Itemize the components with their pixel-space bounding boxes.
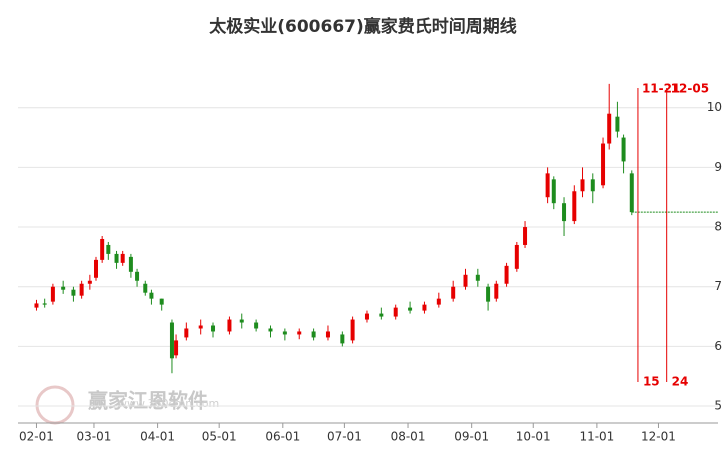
candle-body xyxy=(514,244,519,269)
candle-body xyxy=(159,298,164,305)
candle-body xyxy=(114,253,119,263)
x-tick-label: 05-01 xyxy=(202,430,237,444)
candle-body xyxy=(79,283,84,296)
candle-body xyxy=(562,203,567,222)
candle-body xyxy=(486,286,491,302)
candle-body xyxy=(451,286,456,299)
candle-body xyxy=(120,253,125,263)
candle-body xyxy=(50,286,55,302)
candle-body xyxy=(408,307,413,311)
cycle-count: 24 xyxy=(672,375,689,389)
candle-body xyxy=(422,304,427,311)
candle-body xyxy=(184,328,189,338)
candle-body xyxy=(211,325,216,332)
chart-title: 太极实业(600667)赢家费氏时间周期线 xyxy=(209,16,517,37)
y-tick-label: 9 xyxy=(714,160,722,174)
candle-body xyxy=(494,283,499,299)
candle-body xyxy=(87,280,92,284)
y-tick-label: 10 xyxy=(707,100,722,114)
candle-body xyxy=(169,322,174,359)
candle-body xyxy=(615,116,620,132)
y-tick-label: 5 xyxy=(714,399,722,413)
candle-body xyxy=(311,331,316,338)
candle-body xyxy=(325,331,330,338)
y-tick-label: 7 xyxy=(714,279,722,293)
x-tick-label: 12-01 xyxy=(641,430,676,444)
candle-body xyxy=(297,331,302,335)
candle-body xyxy=(572,191,577,222)
candle-body xyxy=(545,173,550,198)
x-tick-label: 08-01 xyxy=(391,430,426,444)
candle-body xyxy=(254,322,259,329)
x-tick-label: 07-01 xyxy=(327,430,362,444)
candle-body xyxy=(629,173,634,213)
candle-body xyxy=(34,303,39,308)
x-tick-label: 10-01 xyxy=(516,430,551,444)
candle-body xyxy=(551,179,556,204)
candle-body xyxy=(268,328,273,332)
candle-body xyxy=(143,283,148,293)
candle-body xyxy=(601,143,606,186)
candle-body xyxy=(282,331,287,335)
x-tick-label: 09-01 xyxy=(454,430,489,444)
cycle-count: 15 xyxy=(643,375,660,389)
x-tick-label: 11-01 xyxy=(579,430,614,444)
candle-body xyxy=(106,244,111,254)
cycle-date: 12-05 xyxy=(671,82,709,96)
candle-body xyxy=(71,289,76,296)
cycle-date: 11-21 xyxy=(642,82,680,96)
candle-body xyxy=(523,227,528,245)
candle-body xyxy=(463,274,468,287)
candle-body xyxy=(239,319,244,323)
candle-body xyxy=(393,307,398,317)
candle-body xyxy=(174,340,179,356)
candle-body xyxy=(350,319,355,341)
candle-body xyxy=(128,256,133,272)
candle-body xyxy=(621,137,626,162)
candle-body xyxy=(504,265,509,284)
x-tick-label: 03-01 xyxy=(77,430,112,444)
candle-body xyxy=(198,325,203,329)
candle-body xyxy=(590,179,595,192)
watermark: 赢家江恩软件 xyxy=(88,389,208,413)
candle-body xyxy=(607,113,612,144)
candle-body xyxy=(135,271,140,281)
candle-body xyxy=(379,313,384,317)
candle-body xyxy=(580,179,585,192)
y-tick-label: 8 xyxy=(714,220,722,234)
candle-body xyxy=(94,259,99,278)
x-tick-label: 04-01 xyxy=(140,430,175,444)
candle-body xyxy=(436,298,441,305)
x-tick-label: 06-01 xyxy=(265,430,300,444)
candle-body xyxy=(61,286,66,290)
watermark-logo xyxy=(35,385,75,425)
candle-body xyxy=(149,292,154,299)
candle-body xyxy=(227,319,232,332)
x-tick-label: 02-01 xyxy=(19,430,54,444)
y-tick-label: 6 xyxy=(714,339,722,353)
watermark-url: www.360cmn.com xyxy=(118,397,219,410)
candle-body xyxy=(475,274,480,281)
candle-body xyxy=(340,334,345,344)
candle-body xyxy=(100,238,105,260)
candle-body xyxy=(364,313,369,320)
candle-body xyxy=(42,303,47,305)
